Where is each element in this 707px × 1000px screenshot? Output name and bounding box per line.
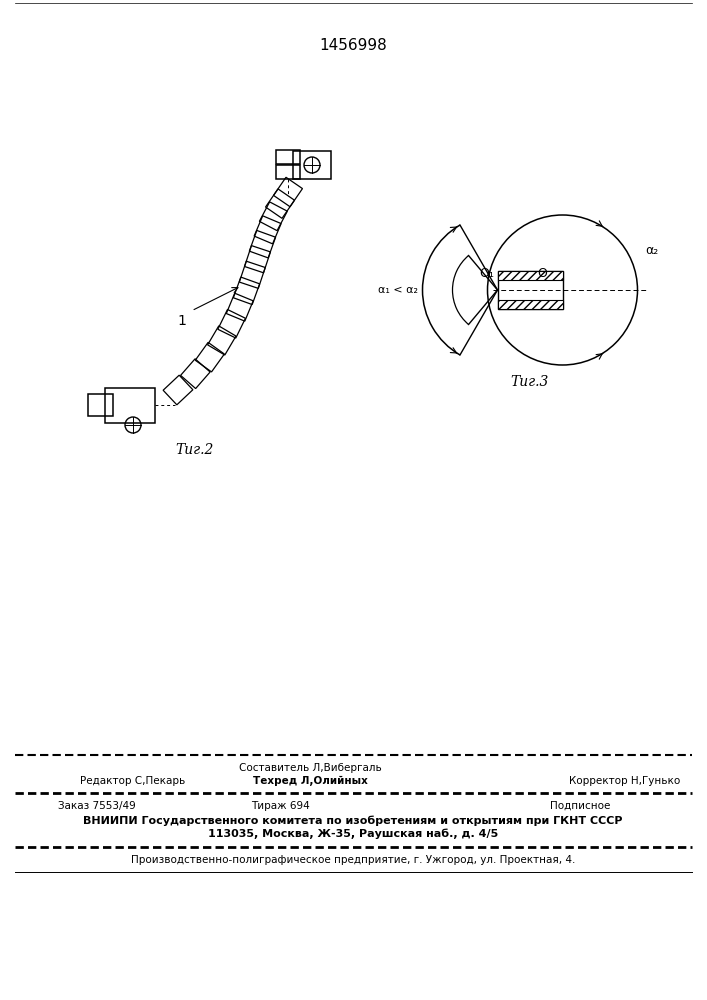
Text: Корректор Н,Гунько: Корректор Н,Гунько	[569, 776, 681, 786]
Bar	[498, 271, 563, 280]
Text: O₁: O₁	[479, 267, 494, 280]
Text: Тираж 694: Тираж 694	[250, 801, 310, 811]
Text: 1456998: 1456998	[319, 37, 387, 52]
Text: Производственно-полиграфическое предприятие, г. Ужгород, ул. Проектная, 4.: Производственно-полиграфическое предприя…	[131, 855, 575, 865]
Text: α₁ < α₂: α₁ < α₂	[378, 285, 418, 295]
Text: 113035, Москва, Ж-35, Раушская наб., д. 4/5: 113035, Москва, Ж-35, Раушская наб., д. …	[208, 829, 498, 839]
Text: Τиг.2: Τиг.2	[176, 443, 214, 457]
Text: Τиг.3: Τиг.3	[511, 375, 549, 389]
Text: Составитель Л,Вибергаль: Составитель Л,Вибергаль	[239, 763, 381, 773]
Text: Подписное: Подписное	[550, 801, 610, 811]
Text: O: O	[537, 267, 547, 280]
Text: ВНИИПИ Государственного комитета по изобретениям и открытиям при ГКНТ СССР: ВНИИПИ Государственного комитета по изоб…	[83, 816, 623, 826]
Bar	[498, 300, 563, 309]
Text: α₂: α₂	[645, 243, 659, 256]
Text: Техред Л,Олийных: Техред Л,Олийных	[252, 776, 368, 786]
Text: Заказ 7553/49: Заказ 7553/49	[58, 801, 136, 811]
Bar	[498, 271, 563, 309]
Text: Редактор С,Пекарь: Редактор С,Пекарь	[80, 776, 185, 786]
Text: 1: 1	[177, 314, 186, 328]
